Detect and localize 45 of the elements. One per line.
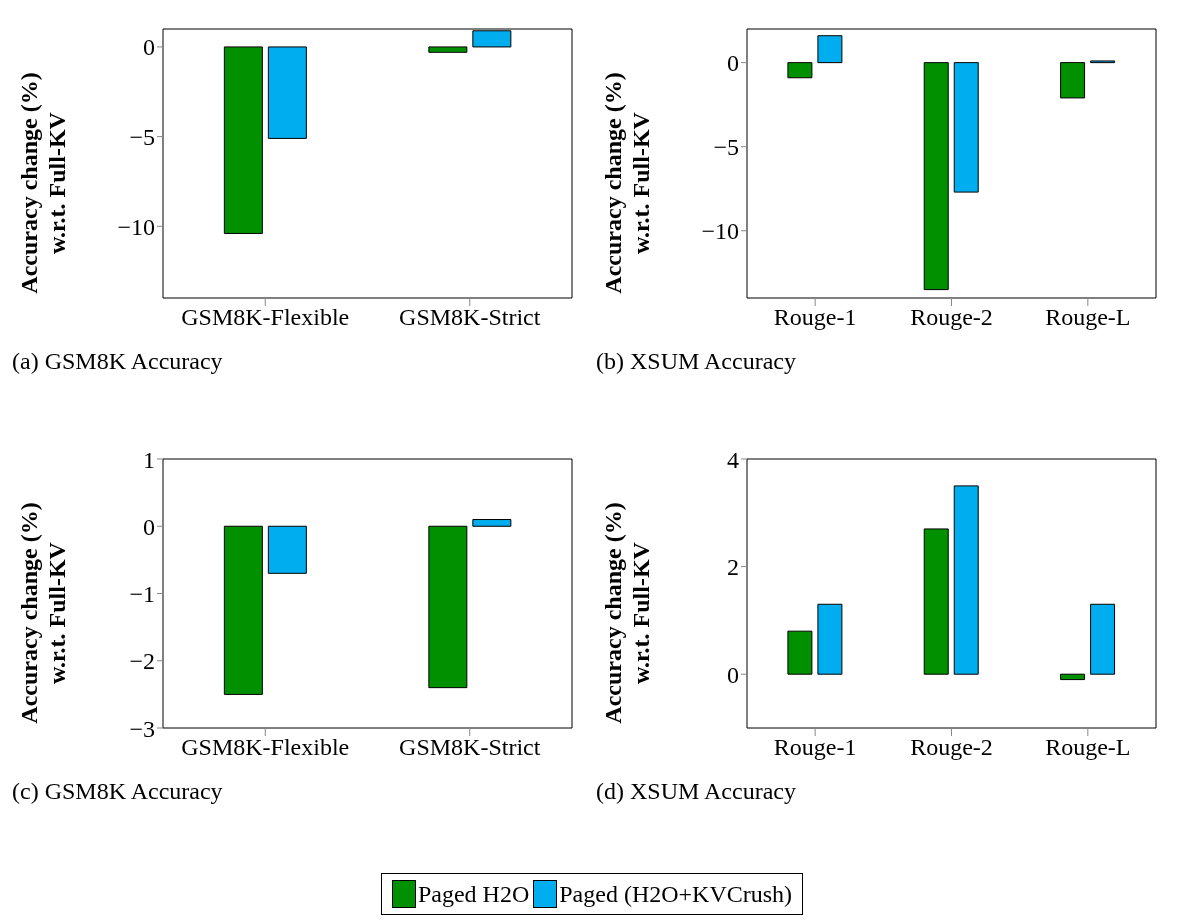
y-tick-label: 2 (727, 554, 739, 581)
bar (1060, 62, 1086, 99)
y-tick-label: 0 (143, 513, 155, 540)
bar (787, 62, 813, 79)
y-tick-label: −5 (129, 124, 155, 151)
x-tick-label: GSM8K-Flexible (181, 734, 350, 761)
bar (1090, 603, 1116, 675)
y-tick-label: 1 (143, 446, 155, 473)
y-tick-label: −1 (129, 581, 155, 608)
y-tick-label: 0 (143, 34, 155, 61)
y-tick-label: −2 (129, 648, 155, 675)
text: (d) XSUM Accuracy (596, 778, 797, 805)
x-tick-label: GSM8K-Flexible (181, 304, 350, 331)
y-tick-label: −3 (129, 715, 155, 742)
bar (923, 528, 949, 675)
x-tick-label: Rouge-L (1045, 304, 1131, 331)
bar (923, 62, 949, 291)
x-tick-label: GSM8K-Strict (399, 304, 541, 331)
bar (953, 62, 979, 193)
legend-label: Paged H2O (417, 880, 530, 908)
text: (b) XSUM Accuracy (596, 348, 797, 375)
x-tick-label: Rouge-1 (773, 304, 857, 331)
bar (1060, 673, 1086, 681)
x-tick-label: GSM8K-Strict (399, 734, 541, 761)
y-tick-label: 0 (727, 661, 739, 688)
x-tick-label: Rouge-L (1045, 734, 1131, 761)
legend-label: Paged (H2O+KVCrush) (559, 880, 793, 908)
y-axis-title: Accuracy change (%) w.r.t. Full-KV (599, 501, 655, 726)
bar (787, 630, 813, 675)
x-tick-label: Rouge-2 (910, 304, 993, 331)
bar (817, 35, 843, 64)
y-tick-label: 4 (727, 446, 739, 473)
y-axis-title: Accuracy change (%) w.r.t. Full-KV (599, 71, 655, 296)
bar (817, 603, 843, 675)
x-tick-label: Rouge-2 (910, 734, 993, 761)
y-tick-label: −10 (117, 213, 155, 240)
y-tick-label: 0 (727, 50, 739, 77)
text: (c) GSM8K Accuracy (12, 778, 224, 805)
text: (a) GSM8K Accuracy (12, 348, 224, 375)
y-tick-label: −5 (713, 134, 739, 161)
bar (953, 485, 979, 675)
y-axis-title: Accuracy change (%) w.r.t. Full-KV (15, 71, 71, 296)
y-tick-label: −10 (701, 218, 739, 245)
y-axis-title: Accuracy change (%) w.r.t. Full-KV (15, 501, 71, 726)
x-tick-label: Rouge-1 (773, 734, 857, 761)
